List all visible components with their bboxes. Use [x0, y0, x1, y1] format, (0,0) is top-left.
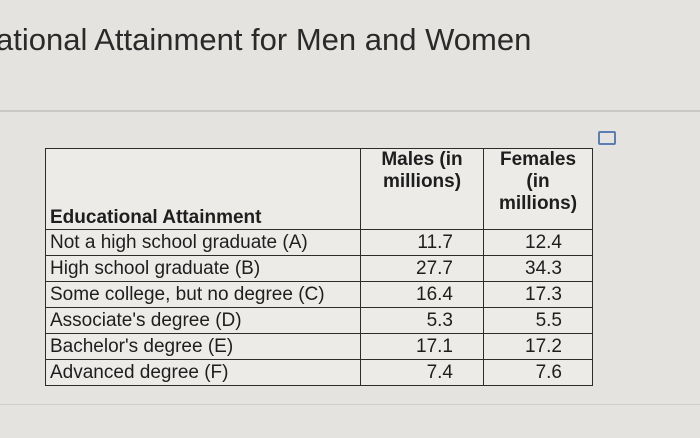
popout-icon[interactable]: [598, 131, 616, 145]
cell-value: 7.6: [483, 359, 593, 386]
cell-value: 5.3: [360, 307, 484, 334]
cell-value: 34.3: [483, 255, 593, 282]
table-row: Associate's degree (D) 5.3 5.5: [45, 307, 593, 334]
header-row: Educational Attainment Males (in million…: [45, 148, 593, 230]
table-row: High school graduate (B) 27.7 34.3: [45, 255, 593, 282]
cell-value: 5.5: [483, 307, 593, 334]
table-row: Some college, but no degree (C) 16.4 17.3: [45, 281, 593, 308]
table-row: Advanced degree (F) 7.4 7.6: [45, 359, 593, 386]
row-label: Advanced degree (F): [45, 359, 361, 386]
row-label: Bachelor's degree (E): [45, 333, 361, 360]
column-header: Females (in millions): [483, 148, 593, 230]
cell-value: 11.7: [360, 229, 484, 256]
column-header: Educational Attainment: [45, 148, 361, 230]
row-label: High school graduate (B): [45, 255, 361, 282]
cell-value: 7.4: [360, 359, 484, 386]
page-title: ational Attainment for Men and Women: [0, 22, 532, 57]
cell-value: 27.7: [360, 255, 484, 282]
table-row: Not a high school graduate (A) 11.7 12.4: [45, 229, 593, 256]
row-label: Some college, but no degree (C): [45, 281, 361, 308]
row-label: Associate's degree (D): [45, 307, 361, 334]
data-table: Educational Attainment Males (in million…: [45, 148, 593, 386]
cell-value: 12.4: [483, 229, 593, 256]
cell-value: 17.3: [483, 281, 593, 308]
cell-value: 17.1: [360, 333, 484, 360]
table-row: Bachelor's degree (E) 17.1 17.2: [45, 333, 593, 360]
column-header: Males (in millions): [360, 148, 484, 230]
row-label: Not a high school graduate (A): [45, 229, 361, 256]
cell-value: 17.2: [483, 333, 593, 360]
divider: [0, 404, 700, 405]
cell-value: 16.4: [360, 281, 484, 308]
divider: [0, 110, 700, 112]
